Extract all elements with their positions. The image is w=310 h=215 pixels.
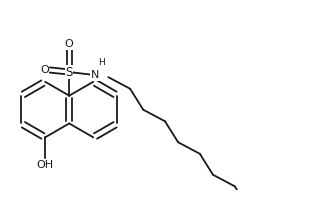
Text: O: O — [40, 65, 49, 75]
Text: H: H — [98, 58, 104, 67]
Text: O: O — [65, 39, 73, 49]
Text: S: S — [65, 66, 73, 78]
Text: OH: OH — [37, 160, 54, 170]
Text: N: N — [91, 70, 99, 80]
